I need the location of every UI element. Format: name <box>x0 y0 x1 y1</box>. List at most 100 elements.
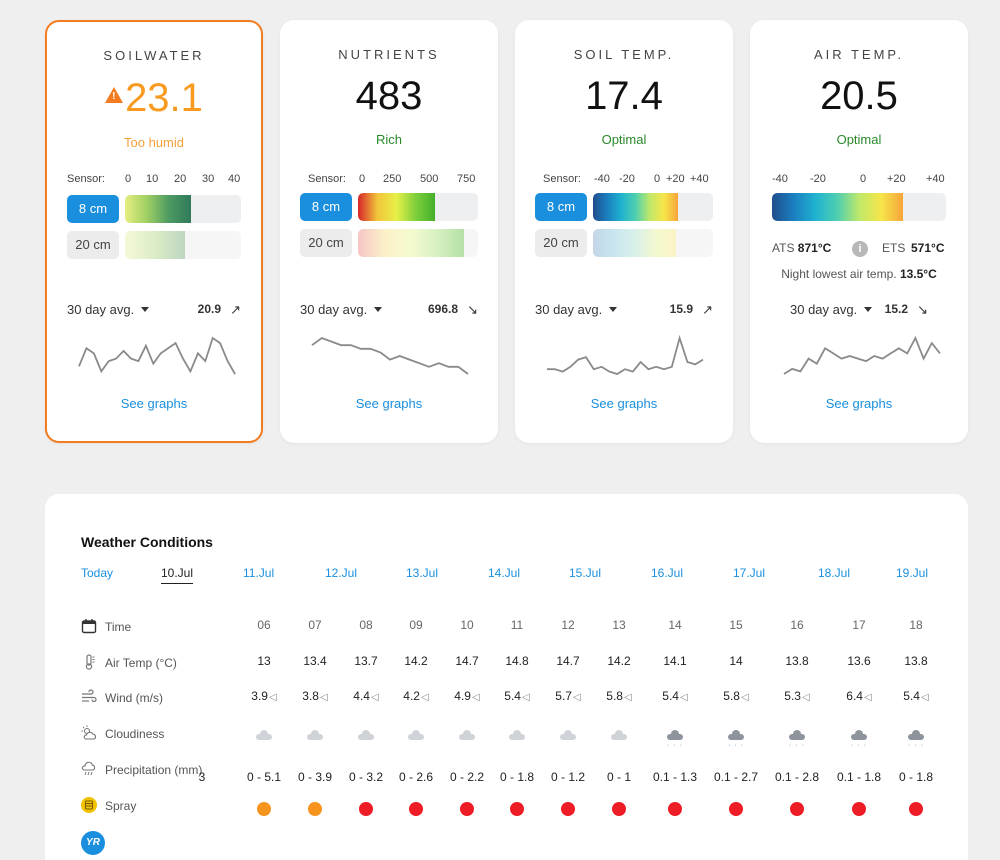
cloudiness-cell: · · · <box>829 729 889 749</box>
weather-title: Weather Conditions <box>81 534 213 550</box>
row-label-time: Time <box>81 618 131 634</box>
soilwater-card[interactable]: SOILWATER 23.1 Too humid Sensor: 0 10 20… <box>45 20 263 443</box>
see-graphs-link[interactable]: See graphs <box>120 396 188 411</box>
wind-cell: 4.9◁ <box>454 689 480 703</box>
scale-tick: -20 <box>619 173 635 185</box>
card-value: 17.4 <box>585 74 663 118</box>
scale-tick: +20 <box>887 173 906 185</box>
precipitation-cell: 0.1 - 1.8 <box>836 770 882 784</box>
depth-8cm-button[interactable]: 8 cm <box>300 193 352 221</box>
wind-cell: 3.8◁ <box>302 689 328 703</box>
wind-direction-icon: ◁ <box>740 692 749 703</box>
depth-row-8cm: 8 cm <box>67 195 241 223</box>
day-tab[interactable]: 17.Jul <box>733 566 766 580</box>
wind-cell: 4.2◁ <box>403 689 429 703</box>
status-text: Optimal <box>601 132 647 147</box>
level-track <box>125 195 241 223</box>
partly-cloudy-icon <box>81 725 97 740</box>
wind-cell: 5.3◁ <box>784 689 810 703</box>
cloud-icon <box>307 730 323 740</box>
spray-cell <box>829 802 889 819</box>
avg-row: 30 day avg. 15.9 ↗ <box>535 302 713 317</box>
cloud-icon <box>459 730 475 740</box>
depth-row-8cm: 8 cm <box>535 193 713 221</box>
row-label-cloudiness: Cloudiness <box>81 725 164 741</box>
wind-cell: 5.8◁ <box>723 689 749 703</box>
day-tab[interactable]: 12.Jul <box>325 566 358 580</box>
avg-dropdown[interactable]: 30 day avg. <box>790 302 872 317</box>
scale-tick: 750 <box>457 173 476 185</box>
day-tab[interactable]: 13.Jul <box>406 566 439 580</box>
day-tab[interactable]: 19.Jul <box>896 566 929 580</box>
spray-cell <box>386 802 446 819</box>
trend-down-icon: ↘ <box>467 302 478 317</box>
level-track <box>358 229 478 257</box>
calendar-icon <box>81 619 97 634</box>
depth-20cm-button[interactable]: 20 cm <box>67 231 119 259</box>
air-temp-cell: 14.1 <box>663 654 687 668</box>
precipitation-cell: 0 - 1.2 <box>550 770 586 784</box>
cloudiness-cell: · · · <box>645 729 705 749</box>
depth-8cm-button[interactable]: 8 cm <box>535 193 587 221</box>
day-tab[interactable]: Today <box>81 566 114 580</box>
status-text: Too humid <box>124 135 184 150</box>
air-temp-cell: 14.8 <box>505 654 529 668</box>
depth-20cm-button[interactable]: 20 cm <box>535 229 587 257</box>
avg-dropdown[interactable]: 30 day avg. <box>300 302 382 317</box>
depth-20cm-button[interactable]: 20 cm <box>300 229 352 257</box>
time-cell: 16 <box>790 618 804 632</box>
day-tab[interactable]: 18.Jul <box>818 566 851 580</box>
wind-direction-icon: ◁ <box>863 692 872 703</box>
air-temp-cell: 13.8 <box>904 654 928 668</box>
yr-logo[interactable]: YR <box>81 831 105 855</box>
scale-tick: 0 <box>654 173 661 185</box>
avg-dropdown[interactable]: 30 day avg. <box>535 302 617 317</box>
card-value: 20.5 <box>820 74 898 118</box>
air-temp-cell: 13.4 <box>303 654 327 668</box>
air-temp-row <box>772 193 946 221</box>
nutrients-card[interactable]: NUTRIENTS 483 Rich Sensor: 0 250 500 750… <box>280 20 498 443</box>
depth-8cm-button[interactable]: 8 cm <box>67 195 119 223</box>
sparkline <box>78 336 236 375</box>
air-temp-cell: 13.7 <box>354 654 378 668</box>
info-icon[interactable]: i <box>852 241 868 257</box>
wind-direction-icon: ◁ <box>521 692 530 703</box>
time-cell: 14 <box>668 618 682 632</box>
spray-status-dot <box>257 802 271 816</box>
day-tab[interactable]: 16.Jul <box>651 566 684 580</box>
wind-cell: 5.4◁ <box>662 689 688 703</box>
rain-cloud-icon <box>908 730 924 740</box>
precipitation-cell: 0.1 - 1.3 <box>652 770 698 784</box>
day-tab[interactable]: 11.Jul <box>243 566 275 580</box>
wind-cell: 5.4◁ <box>504 689 530 703</box>
level-track <box>772 193 946 221</box>
sensor-label: Sensor: <box>543 173 581 185</box>
wind-direction-icon: ◁ <box>623 692 632 703</box>
card-title: SOILWATER <box>103 48 205 63</box>
ats-ets-row: ATS 871°C i ETS 571°C <box>772 241 946 257</box>
cloud-icon <box>611 730 627 740</box>
spray-status-dot <box>729 802 743 816</box>
sparkline-line <box>78 336 236 375</box>
level-fill <box>125 231 186 259</box>
see-graphs-link[interactable]: See graphs <box>825 396 893 411</box>
day-tab[interactable]: 10.Jul <box>161 566 194 584</box>
spray-cell <box>645 802 705 819</box>
cloud-icon <box>256 730 272 740</box>
day-tab[interactable]: 15.Jul <box>569 566 602 580</box>
day-tab[interactable]: 14.Jul <box>488 566 521 580</box>
night-lowest: Night lowest air temp. 13.5°C <box>750 267 968 281</box>
air-temp-card[interactable]: AIR TEMP. 20.5 Optimal -40 -20 0 +20 +40… <box>750 20 968 443</box>
see-graphs-link[interactable]: See graphs <box>590 396 658 411</box>
scale-tick: +20 <box>666 173 685 185</box>
row-label-wind: Wind (m/s) <box>81 689 163 705</box>
wind-cell: 3.9◁ <box>251 689 277 703</box>
precipitation-cell: 0 - 5.1 <box>246 770 282 784</box>
avg-dropdown[interactable]: 30 day avg. <box>67 302 149 317</box>
see-graphs-link[interactable]: See graphs <box>355 396 423 411</box>
cloudiness-cell: · · · <box>886 729 946 749</box>
spray-cell <box>234 802 294 819</box>
trend-up-icon: ↗ <box>702 302 713 317</box>
soil-temp-card[interactable]: SOIL TEMP. 17.4 Optimal Sensor: -40 -20 … <box>515 20 733 443</box>
cloudiness-cell <box>487 729 547 743</box>
